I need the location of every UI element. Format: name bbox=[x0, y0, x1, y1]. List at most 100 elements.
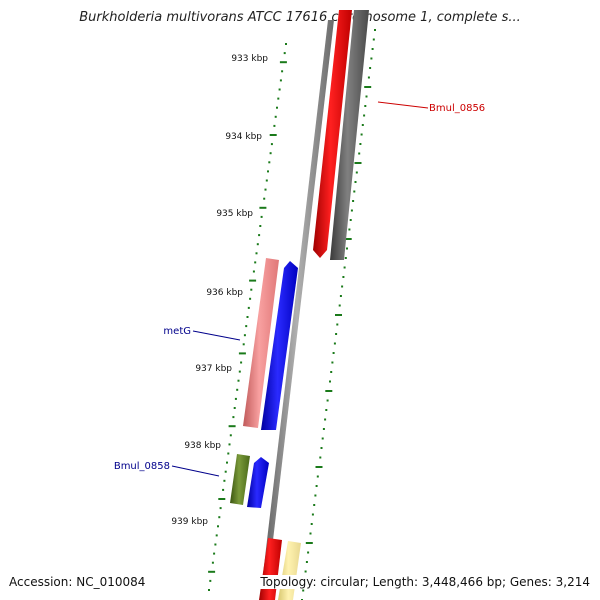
inner-minor-tick bbox=[269, 152, 272, 155]
outer-minor-tick bbox=[359, 143, 362, 145]
outer-minor-tick bbox=[338, 304, 341, 307]
gene-arrow-blue-0858[interactable] bbox=[247, 457, 269, 508]
inner-minor-tick bbox=[226, 461, 228, 464]
outer-minor-tick bbox=[361, 124, 364, 126]
outer-minor-tick bbox=[369, 67, 372, 69]
gene-bar-pink[interactable] bbox=[243, 258, 279, 428]
inner-minor-tick bbox=[264, 188, 267, 191]
map-title: Burkholderia multivorans ATCC 17616 chro… bbox=[79, 10, 521, 25]
gene-arrow-red[interactable] bbox=[313, 10, 352, 258]
outer-minor-tick bbox=[336, 323, 339, 326]
inner-minor-tick bbox=[232, 416, 235, 419]
inner-minor-tick bbox=[234, 397, 237, 400]
gene-bar-yellow-bottom[interactable] bbox=[278, 541, 301, 600]
inner-minor-tick bbox=[250, 288, 253, 291]
inner-minor-tick bbox=[211, 561, 214, 564]
outer-major-tick bbox=[305, 542, 313, 544]
gene-bmul-0858-feature[interactable] bbox=[230, 454, 269, 508]
outer-minor-tick bbox=[344, 257, 347, 259]
callout-line-metg bbox=[192, 330, 241, 341]
outer-minor-tick bbox=[367, 76, 370, 79]
inner-minor-tick bbox=[258, 234, 261, 237]
inner-minor-tick bbox=[278, 88, 281, 91]
inner-minor-tick bbox=[242, 343, 245, 346]
outer-minor-tick bbox=[349, 219, 352, 221]
inner-minor-tick bbox=[229, 434, 232, 437]
outer-tick-dots bbox=[301, 29, 376, 600]
outer-minor-tick bbox=[341, 285, 344, 288]
inner-minor-tick bbox=[267, 170, 269, 173]
inner-minor-tick bbox=[254, 261, 257, 264]
inner-minor-tick bbox=[219, 507, 222, 510]
tick-label-934: 934 kbp bbox=[225, 132, 262, 142]
inner-minor-tick bbox=[246, 316, 249, 318]
outer-minor-tick bbox=[313, 504, 316, 506]
gene-label-bmul-0858[interactable]: Bmul_0858 bbox=[114, 461, 170, 472]
inner-minor-tick bbox=[240, 361, 243, 364]
gene-label-bmul-0856[interactable]: Bmul_0856 bbox=[429, 103, 485, 114]
outer-major-tick bbox=[325, 390, 333, 392]
outer-minor-tick bbox=[307, 551, 310, 554]
gene-arrow-blue-metg[interactable] bbox=[261, 261, 298, 430]
inner-minor-tick bbox=[274, 115, 277, 118]
inner-major-tick bbox=[249, 279, 257, 282]
inner-minor-tick bbox=[218, 516, 221, 519]
outer-minor-tick bbox=[348, 228, 351, 231]
bottom-gene-features[interactable] bbox=[259, 538, 301, 600]
inner-minor-tick bbox=[252, 270, 255, 273]
inner-minor-tick bbox=[213, 552, 216, 555]
inner-minor-tick bbox=[236, 388, 239, 391]
tick-label-939: 939 kbp bbox=[171, 517, 208, 527]
inner-minor-tick bbox=[276, 106, 278, 109]
outer-minor-tick bbox=[353, 190, 356, 193]
outer-minor-tick bbox=[342, 276, 345, 278]
inner-major-tick bbox=[238, 352, 246, 355]
inner-minor-tick bbox=[245, 325, 248, 328]
chromosome-backbone bbox=[260, 20, 334, 600]
gene-arrow-gray[interactable] bbox=[330, 10, 369, 260]
inner-minor-tick bbox=[209, 579, 212, 582]
outer-minor-tick bbox=[304, 570, 307, 573]
tick-labels: 933 kbp 934 kbp 935 kbp 936 kbp 937 kbp … bbox=[171, 54, 268, 527]
gene-label-metg[interactable]: metG bbox=[163, 326, 191, 337]
gene-bar-red-bottom[interactable] bbox=[259, 538, 282, 600]
callout-line-bmul-0858 bbox=[171, 465, 220, 477]
inner-minor-tick bbox=[222, 488, 225, 491]
outer-minor-tick bbox=[314, 494, 317, 497]
inner-tick-dots bbox=[208, 43, 287, 591]
inner-major-tick bbox=[269, 134, 277, 136]
inner-minor-tick bbox=[268, 161, 271, 164]
inner-minor-tick bbox=[227, 452, 230, 455]
inner-major-tick bbox=[228, 425, 236, 428]
outer-minor-tick bbox=[331, 361, 334, 364]
outer-minor-tick bbox=[319, 456, 322, 459]
outer-major-tick bbox=[344, 238, 352, 240]
gene-bar-olive[interactable] bbox=[230, 454, 250, 505]
inner-minor-tick bbox=[273, 124, 276, 127]
callout-bmul-0858[interactable]: Bmul_0858 bbox=[114, 461, 220, 477]
callout-bmul-0856[interactable]: Bmul_0856 bbox=[377, 101, 485, 114]
inner-minor-tick bbox=[233, 407, 236, 409]
inner-minor-tick bbox=[281, 70, 284, 73]
outer-minor-tick bbox=[352, 200, 355, 202]
outer-minor-tick bbox=[360, 133, 363, 136]
outer-minor-tick bbox=[354, 181, 357, 183]
inner-minor-tick bbox=[270, 143, 273, 146]
outer-minor-tick bbox=[343, 266, 346, 269]
outer-minor-tick bbox=[320, 447, 323, 449]
outer-major-tick bbox=[354, 162, 362, 164]
tick-label-936: 936 kbp bbox=[206, 288, 243, 298]
outer-minor-tick bbox=[358, 152, 361, 155]
outer-minor-tick bbox=[363, 114, 366, 117]
gene-metg-feature[interactable] bbox=[243, 258, 298, 430]
inner-minor-tick bbox=[259, 225, 262, 227]
gene-bmul-0856-feature[interactable] bbox=[313, 10, 369, 260]
outer-minor-tick bbox=[324, 418, 327, 421]
inner-major-tick bbox=[259, 206, 267, 209]
inner-minor-tick bbox=[228, 443, 231, 446]
callout-metg[interactable]: metG bbox=[163, 326, 241, 341]
genome-summary-text: Topology: circular; Length: 3,448,466 bp… bbox=[258, 575, 590, 589]
inner-minor-tick bbox=[283, 52, 286, 55]
inner-minor-tick bbox=[263, 197, 266, 200]
